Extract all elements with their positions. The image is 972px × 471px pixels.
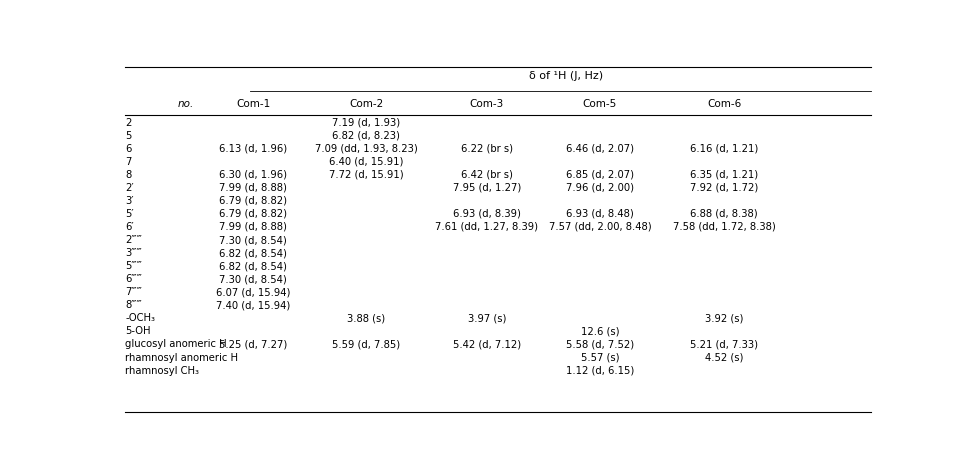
Text: 6.82 (d, 8.54): 6.82 (d, 8.54) — [220, 261, 288, 271]
Text: 7‴‴: 7‴‴ — [125, 287, 142, 297]
Text: 6.93 (d, 8.39): 6.93 (d, 8.39) — [453, 209, 521, 219]
Text: 7.96 (d, 2.00): 7.96 (d, 2.00) — [566, 183, 634, 193]
Text: 6.40 (d, 15.91): 6.40 (d, 15.91) — [330, 157, 403, 167]
Text: 6.35 (d, 1.21): 6.35 (d, 1.21) — [690, 170, 758, 180]
Text: 3.88 (s): 3.88 (s) — [347, 313, 385, 324]
Text: 6.82 (d, 8.54): 6.82 (d, 8.54) — [220, 248, 288, 258]
Text: 6.82 (d, 8.23): 6.82 (d, 8.23) — [332, 130, 400, 140]
Text: glucosyl anomeric H: glucosyl anomeric H — [125, 340, 226, 349]
Text: 6.30 (d, 1.96): 6.30 (d, 1.96) — [220, 170, 288, 180]
Text: 3‴‴: 3‴‴ — [125, 248, 142, 258]
Text: 7.95 (d, 1.27): 7.95 (d, 1.27) — [453, 183, 521, 193]
Text: 4.52 (s): 4.52 (s) — [705, 352, 744, 363]
Text: 2′: 2′ — [125, 183, 134, 193]
Text: 8‴‴: 8‴‴ — [125, 300, 142, 310]
Text: 7.19 (d, 1.93): 7.19 (d, 1.93) — [332, 118, 400, 128]
Text: 7: 7 — [125, 157, 131, 167]
Text: 7.61 (dd, 1.27, 8.39): 7.61 (dd, 1.27, 8.39) — [435, 222, 538, 232]
Text: 7.40 (d, 15.94): 7.40 (d, 15.94) — [216, 300, 291, 310]
Text: δ of ¹H (J, Hz): δ of ¹H (J, Hz) — [529, 72, 603, 81]
Text: 6.42 (br s): 6.42 (br s) — [461, 170, 513, 180]
Text: 6.07 (d, 15.94): 6.07 (d, 15.94) — [216, 287, 291, 297]
Text: 7.57 (dd, 2.00, 8.48): 7.57 (dd, 2.00, 8.48) — [548, 222, 651, 232]
Text: 6: 6 — [125, 144, 131, 154]
Text: 2‴‴: 2‴‴ — [125, 235, 142, 245]
Text: 5.21 (d, 7.33): 5.21 (d, 7.33) — [690, 340, 758, 349]
Text: 3′: 3′ — [125, 196, 134, 206]
Text: 7.99 (d, 8.88): 7.99 (d, 8.88) — [220, 222, 288, 232]
Text: 6.13 (d, 1.96): 6.13 (d, 1.96) — [220, 144, 288, 154]
Text: 7.92 (d, 1.72): 7.92 (d, 1.72) — [690, 183, 758, 193]
Text: Com-6: Com-6 — [707, 98, 742, 109]
Text: no.: no. — [178, 98, 193, 109]
Text: 7.99 (d, 8.88): 7.99 (d, 8.88) — [220, 183, 288, 193]
Text: 6.79 (d, 8.82): 6.79 (d, 8.82) — [220, 209, 288, 219]
Text: 5.42 (d, 7.12): 5.42 (d, 7.12) — [453, 340, 521, 349]
Text: Com-1: Com-1 — [236, 98, 270, 109]
Text: 7.58 (dd, 1.72, 8.38): 7.58 (dd, 1.72, 8.38) — [673, 222, 776, 232]
Text: 7.30 (d, 8.54): 7.30 (d, 8.54) — [220, 274, 287, 284]
Text: 7.09 (dd, 1.93, 8.23): 7.09 (dd, 1.93, 8.23) — [315, 144, 418, 154]
Text: 8: 8 — [125, 170, 131, 180]
Text: Com-2: Com-2 — [349, 98, 383, 109]
Text: 3.97 (s): 3.97 (s) — [468, 313, 506, 324]
Text: 5.25 (d, 7.27): 5.25 (d, 7.27) — [220, 340, 288, 349]
Text: rhamnosyl CH₃: rhamnosyl CH₃ — [125, 365, 199, 375]
Text: 5.59 (d, 7.85): 5.59 (d, 7.85) — [332, 340, 400, 349]
Text: Com-3: Com-3 — [469, 98, 503, 109]
Text: 6.85 (d, 2.07): 6.85 (d, 2.07) — [566, 170, 634, 180]
Text: 6.16 (d, 1.21): 6.16 (d, 1.21) — [690, 144, 758, 154]
Text: 6′: 6′ — [125, 222, 134, 232]
Text: 5-OH: 5-OH — [125, 326, 151, 336]
Text: 6.22 (br s): 6.22 (br s) — [461, 144, 513, 154]
Text: rhamnosyl anomeric H: rhamnosyl anomeric H — [125, 352, 238, 363]
Text: 3.92 (s): 3.92 (s) — [705, 313, 744, 324]
Text: 5: 5 — [125, 130, 131, 140]
Text: 7.30 (d, 8.54): 7.30 (d, 8.54) — [220, 235, 287, 245]
Text: 6‴‴: 6‴‴ — [125, 274, 142, 284]
Text: 2: 2 — [125, 118, 131, 128]
Text: Com-5: Com-5 — [583, 98, 617, 109]
Text: 5‴‴: 5‴‴ — [125, 261, 142, 271]
Text: 12.6 (s): 12.6 (s) — [580, 326, 619, 336]
Text: -OCH₃: -OCH₃ — [125, 313, 156, 324]
Text: 1.12 (d, 6.15): 1.12 (d, 6.15) — [566, 365, 634, 375]
Text: 7.72 (d, 15.91): 7.72 (d, 15.91) — [329, 170, 403, 180]
Text: 6.93 (d, 8.48): 6.93 (d, 8.48) — [566, 209, 634, 219]
Text: 6.88 (d, 8.38): 6.88 (d, 8.38) — [690, 209, 758, 219]
Text: 6.46 (d, 2.07): 6.46 (d, 2.07) — [566, 144, 634, 154]
Text: 5.58 (d, 7.52): 5.58 (d, 7.52) — [566, 340, 634, 349]
Text: 5.57 (s): 5.57 (s) — [580, 352, 619, 363]
Text: 6.79 (d, 8.82): 6.79 (d, 8.82) — [220, 196, 288, 206]
Text: 5′: 5′ — [125, 209, 134, 219]
